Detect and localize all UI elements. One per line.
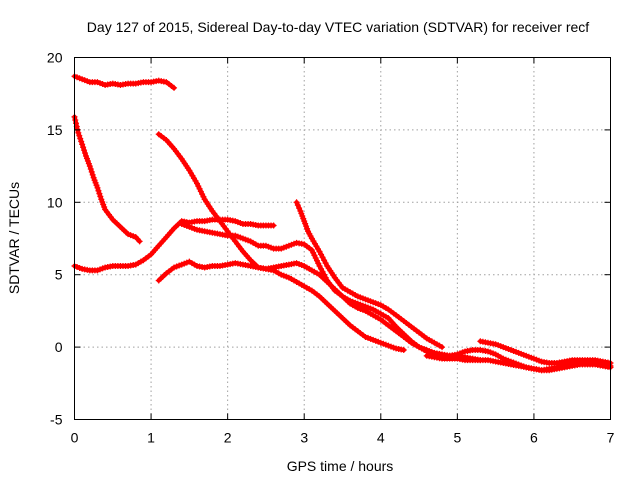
data-point [296,205,303,212]
y-tick-label: 20 [47,50,63,66]
series-arc-4 [155,258,407,353]
y-tick-label: 10 [47,194,63,210]
data-point [79,141,86,148]
data-point [87,165,94,172]
x-tick-label: 1 [147,430,155,446]
data-point [97,193,104,200]
series-arc-8 [423,352,614,374]
x-tick-label: 3 [300,430,308,446]
data-point [195,183,202,190]
y-tick-label: 15 [47,122,63,138]
y-tick-labels: -5 0 5 10 15 20 [47,50,63,428]
data-point [72,117,79,124]
x-axis-label: GPS time / hours [287,458,394,474]
data-point [75,129,82,136]
data-point [196,185,203,192]
y-tick-label: 0 [55,339,63,355]
data-point [80,144,87,151]
data-point [78,138,85,145]
data-point [313,257,320,264]
data-point [94,184,101,191]
data-point [315,260,322,267]
data-point [439,344,446,351]
data-point [77,135,84,142]
series-arc-2 [71,113,143,245]
data-point [88,168,95,175]
data-point [293,199,300,206]
data-point [171,84,178,91]
data-point [95,187,102,194]
x-tick-label: 6 [530,430,538,446]
series-arc-7 [293,199,446,351]
chart-title: Day 127 of 2015, Sidereal Day-to-day VTE… [87,19,589,35]
x-tick-label: 2 [224,430,232,446]
y-axis-label: SDTVAR / TECUs [6,182,22,294]
data-point [194,180,201,187]
data-point [311,252,318,259]
x-tick-labels: 0 1 2 3 4 5 6 7 [71,430,615,446]
y-tick-label: 5 [55,267,63,283]
data-point [82,150,89,157]
series-line [72,114,142,244]
data-point [310,249,317,256]
grid-lines [74,57,611,420]
data-point [96,190,103,197]
data-point [76,132,83,139]
data-point [89,171,96,178]
x-tick-label: 5 [453,430,461,446]
data-point [400,346,407,353]
data-point [312,255,319,262]
data-point [199,191,206,198]
data-point [197,188,204,195]
data-point [200,193,207,200]
data-point [81,147,88,154]
x-tick-label: 4 [377,430,385,446]
data-point [294,202,301,209]
data-point [86,163,93,170]
y-tick-label: -5 [50,412,63,428]
x-tick-label: 0 [71,430,79,446]
series-layer [71,73,614,374]
series-arc-1 [71,73,178,91]
data-point [270,222,277,229]
data-point [308,247,315,254]
series-arc-9 [477,338,614,367]
plot-frame [74,57,611,420]
data-point [136,238,143,245]
x-tick-label: 7 [607,430,615,446]
axis-ticks [74,57,611,420]
